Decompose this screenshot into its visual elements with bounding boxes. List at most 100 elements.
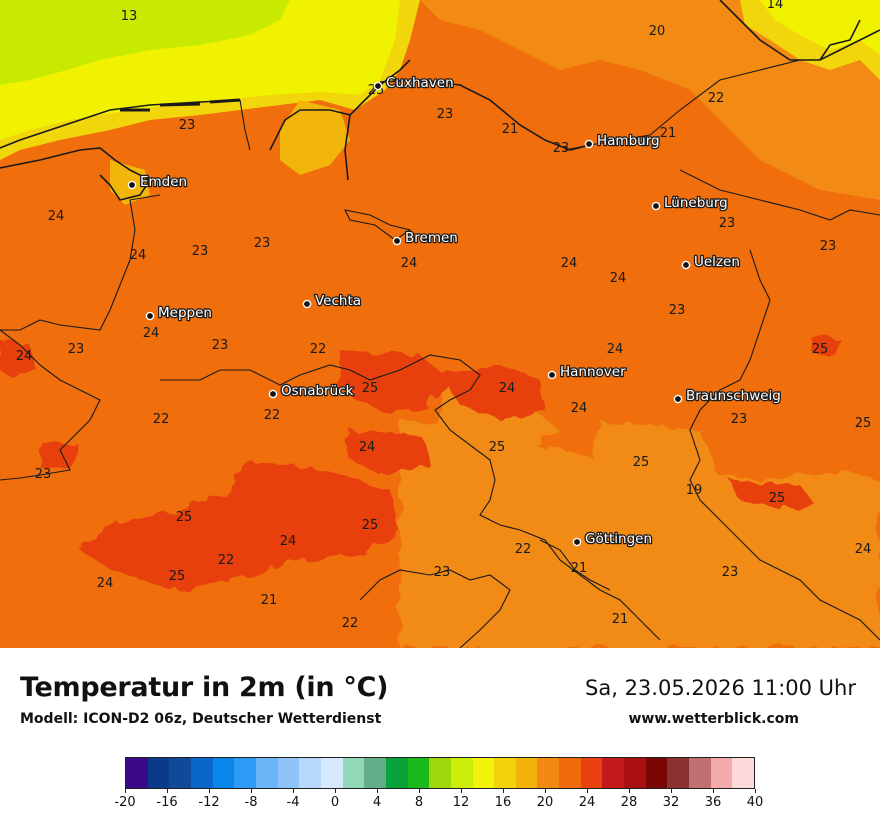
city-marker: Osnabrück [268,382,355,400]
city-marker: Uelzen [681,253,741,271]
color-scale-cell [602,758,625,788]
city-marker: Vechta [302,292,362,310]
city-markers: Cuxhaven Hamburg Emden Lüneburg Bremen Uelzen… [127,74,782,548]
temperature-value: 25 [633,455,650,470]
city-dot [681,260,691,270]
temperature-value: 25 [362,518,379,533]
scale-tick [250,789,252,793]
color-scale-cell [407,758,430,788]
city-marker: Meppen [145,304,213,322]
city-dot [127,180,137,190]
model-source: Modell: ICON-D2 06z, Deutscher Wetterdie… [20,711,382,727]
city-dot [651,201,661,211]
temperature-value: 25 [769,491,786,506]
city-marker: Bremen [392,229,459,247]
temperature-value: 22 [264,408,281,423]
city-label: Osnabrück [281,383,354,399]
temperature-value: 23 [35,467,52,482]
color-scale-cell [624,758,646,788]
color-scale-cell [515,758,538,788]
city-label: Braunschweig [686,388,781,404]
scale-tick [628,789,630,793]
temperature-value: 23 [669,303,686,318]
scale-tick [502,789,504,793]
city-label: Lüneburg [664,195,728,211]
temperature-value: 20 [649,24,666,39]
color-scale-cell [385,758,408,788]
color-scale-cell [732,758,755,788]
temperature-map: 13 14 20 25 23 23 22 21 21 23 24 23 24 23 23 24 24 24 23 24… [0,0,880,648]
scale-tick [166,789,168,793]
temperature-value: 22 [218,553,235,568]
color-scale-cell [126,758,148,788]
state-borders [0,59,880,648]
temperature-values: 13 14 20 25 23 23 22 21 21 23 24 23 24 23 23 24 24 24 23 24… [16,0,872,631]
hot-areas [0,335,840,590]
scale-tick-label: -16 [156,795,178,810]
city-label: Bremen [405,230,458,246]
color-scale-cell [364,758,386,788]
scale-tick-label: 0 [330,795,340,810]
temperature-value: 23 [719,216,736,231]
color-scale-cell [450,758,473,788]
scale-tick [586,789,588,793]
temperature-value: 24 [280,534,297,549]
temperature-value: 24 [855,542,872,557]
temperature-value: 25 [855,416,872,431]
city-dot [584,139,594,149]
temperature-value: 21 [502,122,519,137]
temperature-value: 14 [767,0,784,12]
warm-areas [400,380,880,648]
scale-tick [544,789,546,793]
temperature-value: 24 [97,576,114,591]
temperature-value: 23 [254,236,271,251]
temperature-value: 24 [401,256,418,271]
scale-tick-label: 24 [578,795,596,810]
temperature-value: 24 [359,440,376,455]
temperature-value: 24 [571,401,588,416]
scale-tick [208,789,210,793]
scale-tick-label: 16 [494,795,512,810]
color-scale-labels: -20 -16 -12 -8 -4 0 4 8 12 16 20 24 28 32 36 40 [114,789,763,819]
city-dot [547,370,557,380]
temperature-value: 23 [553,141,570,156]
north-sea [0,0,420,205]
city-dot [673,394,683,404]
city-label: Uelzen [694,254,740,270]
city-dot [572,537,582,547]
temperature-value: 21 [261,593,278,608]
temperature-value: 23 [731,412,748,427]
website-link[interactable]: www.wetterblick.com [628,711,800,727]
city-dot [302,299,312,309]
scale-tick-label: 28 [620,795,638,810]
color-scale-cell [667,758,690,788]
scale-tick-label: 12 [452,795,470,810]
temperature-value: 21 [571,561,588,576]
temperature-value: 22 [310,342,327,357]
color-scale-cell [689,758,711,788]
city-marker: Hannover [547,363,627,381]
color-scale-cell [645,758,668,788]
color-scale-cell [212,758,235,788]
scale-tick-label: -4 [286,795,300,810]
scale-tick-label: 36 [704,795,722,810]
color-scale-cell [147,758,170,788]
color-scale-cell [169,758,191,788]
temperature-value: 24 [143,326,160,341]
city-marker: Emden [127,173,188,191]
temperature-value: 22 [342,616,359,631]
scale-tick [292,789,294,793]
city-label: Göttingen [585,531,652,547]
color-scale-bar [125,757,755,789]
temperature-value: 21 [660,126,677,141]
temperature-value: 24 [610,271,627,286]
scale-tick [376,789,378,793]
color-scale-cell [299,758,321,788]
temperature-value: 23 [722,565,739,580]
temperature-value: 22 [153,412,170,427]
valid-datetime: Sa, 23.05.2026 11:00 Uhr [585,676,856,700]
map-title: Temperatur in 2m (in °C) [20,672,389,703]
temperature-value: 22 [515,542,532,557]
temperature-value: 25 [812,342,829,357]
temperature-value: 23 [68,342,85,357]
